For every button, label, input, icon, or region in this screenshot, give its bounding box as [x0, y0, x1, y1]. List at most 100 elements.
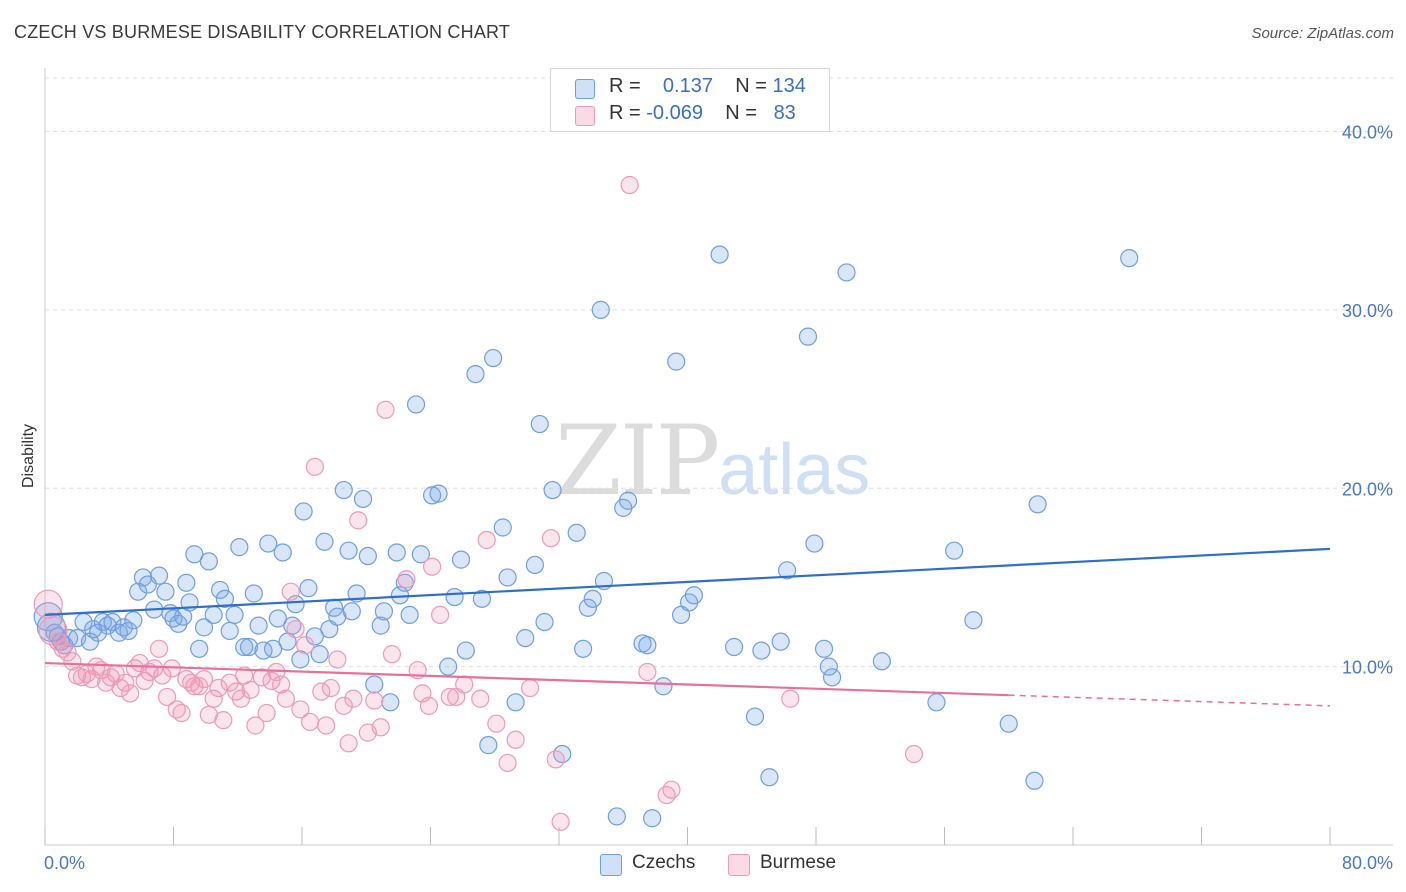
- czech-point: [638, 636, 657, 655]
- czech-point: [771, 632, 790, 651]
- burmese-point: [172, 703, 191, 723]
- burmese-point: [638, 662, 657, 682]
- burmese-point: [781, 689, 800, 708]
- legend-r-value: 0.137: [662, 75, 713, 97]
- legend-r-label: R =: [609, 75, 641, 97]
- czech-point: [745, 707, 765, 726]
- czech-point: [439, 657, 458, 676]
- czech-point: [822, 668, 842, 687]
- burmese-point: [365, 691, 384, 710]
- czech-point: [342, 602, 361, 621]
- czech-point: [752, 641, 771, 660]
- burmese-point: [209, 678, 228, 698]
- czech-point: [423, 486, 442, 505]
- czech-point: [927, 693, 946, 712]
- czech-point: [210, 580, 230, 600]
- czech-point: [411, 545, 430, 564]
- czech-point: [177, 573, 196, 592]
- czech-point: [358, 546, 377, 566]
- czech-point: [339, 541, 358, 560]
- czech-swatch: [600, 854, 622, 876]
- czech-point: [1120, 249, 1139, 268]
- burmese-point: [157, 687, 177, 707]
- czech-point: [299, 579, 318, 598]
- watermark: ZIPatlas: [555, 405, 870, 517]
- burmese-point: [316, 716, 336, 735]
- burmese-point: [546, 750, 565, 769]
- czech-point: [406, 395, 426, 414]
- burmese-point: [121, 684, 140, 703]
- czech-point: [643, 809, 662, 828]
- czech-point: [215, 589, 234, 608]
- y-tick-label: 30.0%: [1342, 301, 1393, 321]
- czech-point: [567, 523, 586, 542]
- czech-point: [371, 616, 390, 635]
- czech-point: [190, 639, 209, 658]
- czech-point: [498, 568, 517, 587]
- burmese-point: [904, 744, 924, 764]
- czech-point: [819, 657, 838, 676]
- czech-point: [583, 589, 602, 608]
- burmese-point: [63, 652, 82, 671]
- legend-label-czechs: Czechs: [632, 852, 696, 873]
- burmese-point: [371, 718, 390, 737]
- czech-point: [387, 543, 406, 562]
- czech-point: [263, 639, 283, 658]
- czech-point: [578, 598, 598, 617]
- czech-point: [573, 639, 593, 658]
- y-tick-label: 20.0%: [1342, 479, 1393, 499]
- burmese-point: [376, 400, 395, 419]
- czech-point: [88, 623, 108, 642]
- czech-point: [294, 502, 313, 521]
- czech-point: [268, 609, 288, 628]
- burmese-point: [281, 582, 300, 601]
- czech-point: [199, 552, 218, 571]
- burmese-point: [620, 175, 639, 195]
- czech-point: [493, 518, 512, 537]
- czech-point: [667, 352, 686, 371]
- czech-point: [185, 545, 204, 564]
- burmese-point: [257, 703, 276, 723]
- czech-point: [805, 534, 824, 553]
- czech-point: [129, 582, 148, 601]
- burmese-point: [440, 687, 459, 707]
- burmese-point: [662, 780, 681, 799]
- czech-point: [535, 612, 554, 632]
- burmese-point: [272, 675, 291, 694]
- czech-point: [194, 618, 214, 637]
- y-tick-label: 40.0%: [1342, 123, 1393, 143]
- legend-n-label: N =: [735, 75, 767, 97]
- czech-point: [103, 612, 122, 632]
- burmese-point: [291, 700, 310, 719]
- legend-label-burmese: Burmese: [760, 852, 837, 873]
- legend-n-value: 83: [773, 102, 796, 124]
- burmese-point: [349, 511, 368, 530]
- czech-point: [124, 611, 143, 630]
- burmese-point: [397, 570, 416, 589]
- czech-point: [964, 611, 983, 630]
- czech-point: [479, 736, 498, 755]
- czech-point: [530, 414, 549, 434]
- czech-point: [456, 641, 475, 660]
- burmese-point: [296, 636, 315, 655]
- axes: [44, 68, 1393, 846]
- czech-point: [273, 543, 292, 562]
- burmese-point: [204, 689, 223, 708]
- czech-point: [156, 582, 175, 601]
- czech-point: [516, 628, 535, 648]
- czech-point: [760, 768, 779, 787]
- x-tick-label: 0.0%: [44, 853, 85, 873]
- czech-point: [506, 693, 525, 712]
- legend-r-label: R =: [609, 102, 641, 124]
- czech-point: [259, 534, 278, 553]
- czech-point: [654, 677, 673, 696]
- burmese-point: [541, 529, 561, 548]
- burmese-point: [305, 457, 324, 476]
- watermark-zip: ZIP: [555, 405, 720, 517]
- burmese-point: [382, 645, 402, 664]
- y-axis-title: Disability: [20, 424, 37, 488]
- czech-point: [315, 532, 334, 551]
- czech-point: [451, 550, 471, 569]
- burmese-point: [276, 689, 296, 708]
